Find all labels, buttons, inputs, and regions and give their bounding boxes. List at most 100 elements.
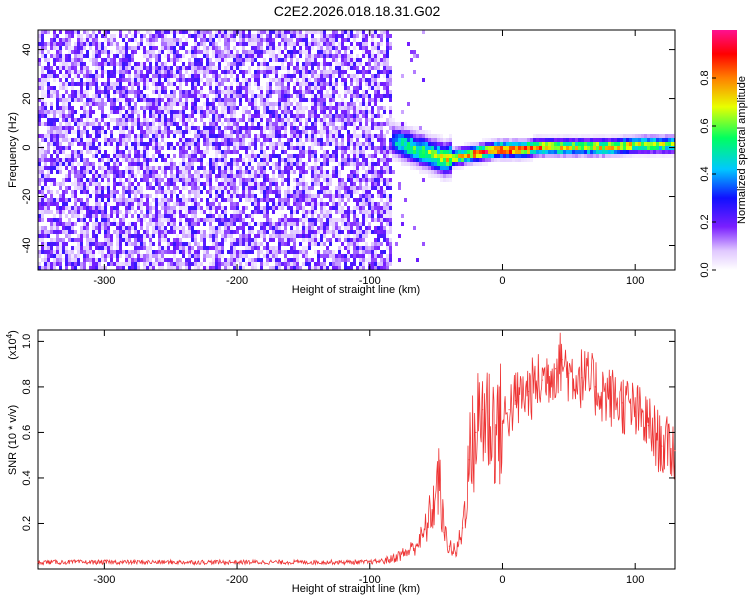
spectrogram-cell — [335, 90, 338, 94]
spectrogram-cell — [221, 246, 224, 250]
spectrogram-cell — [86, 246, 89, 250]
spectrogram-cell — [107, 158, 110, 162]
spectrogram-cell — [365, 230, 368, 234]
spectrogram-cell — [161, 98, 164, 102]
spectrogram-cell — [257, 166, 260, 170]
spectrogram-cell — [299, 198, 302, 202]
spectrogram-cell — [119, 30, 122, 34]
spectrogram-cell — [263, 98, 266, 102]
spectrogram-cell — [326, 250, 329, 254]
spectrogram-cell — [203, 154, 206, 158]
spectrogram-cell — [305, 186, 308, 190]
spectrogram-cell — [122, 154, 125, 158]
spectrogram-cell — [110, 130, 113, 134]
spectrogram-cell — [77, 46, 80, 50]
spectrogram-cell — [287, 162, 290, 166]
spectrogram-cell — [317, 254, 320, 258]
spectrogram-cell — [170, 142, 173, 146]
spectrogram-cell — [176, 226, 179, 230]
spectrogram-cell — [368, 210, 371, 214]
spectrogram-cell — [83, 126, 86, 130]
spectrogram-cell — [137, 114, 140, 118]
spectrogram-cell — [56, 222, 59, 226]
spectrogram-cell — [284, 262, 287, 266]
spectrogram-cell — [95, 130, 98, 134]
spectrogram-cell — [80, 186, 83, 190]
spectrogram-cell — [203, 242, 206, 246]
spectrogram-cell — [362, 38, 365, 42]
spectrogram-cell — [206, 202, 209, 206]
spectrogram-cell — [59, 258, 62, 262]
spectrogram-cell — [206, 58, 209, 62]
spectrogram-cell — [155, 198, 158, 202]
spectrogram-cell — [203, 42, 206, 46]
spectrogram-cell — [146, 182, 149, 186]
spectrogram-cell — [215, 226, 218, 230]
spectrogram-cell — [266, 222, 269, 226]
spectrogram-cell — [245, 82, 248, 86]
spectrogram-cell — [302, 74, 305, 78]
spectrogram-cell — [176, 70, 179, 74]
spectrogram-cell — [131, 106, 134, 110]
spectrogram-cell — [119, 226, 122, 230]
spectrogram-cell — [221, 250, 224, 254]
spectrogram-cell — [356, 218, 359, 222]
spectrogram-cell — [68, 82, 71, 86]
spectrogram-cell — [338, 210, 341, 214]
spectrogram-cell — [179, 54, 182, 58]
spectrogram-cell — [125, 50, 128, 54]
spectrogram-cell — [203, 210, 206, 214]
spectrogram-cell — [68, 234, 71, 238]
spectrogram-cell — [149, 142, 152, 146]
spectrogram-cell — [281, 146, 284, 150]
spectrogram-cell — [77, 254, 80, 258]
spectrogram-cell — [164, 118, 167, 122]
spectrogram-cell — [269, 30, 272, 34]
spectrogram-cell — [365, 110, 368, 114]
spectrogram-cell — [149, 206, 152, 210]
spectrogram-cell — [116, 190, 119, 194]
spectrogram-cell — [203, 222, 206, 226]
spectrogram-cell — [362, 262, 365, 266]
spectrogram-cell — [323, 262, 326, 266]
spectrogram-cell — [203, 46, 206, 50]
spectrogram-cell — [368, 178, 371, 182]
spectrogram-cell — [38, 266, 41, 270]
spectrogram-cell — [101, 34, 104, 38]
spectrogram-cell — [326, 214, 329, 218]
spectrogram-cell — [140, 126, 143, 130]
spectrogram-cell — [158, 174, 161, 178]
spectrogram-cell — [92, 262, 95, 266]
spectrogram-cell — [74, 230, 77, 234]
spectrogram-cell — [95, 198, 98, 202]
spectrogram-cell — [47, 50, 50, 54]
spectrogram-cell — [329, 38, 332, 42]
spectrogram-cell — [212, 110, 215, 114]
spectrogram-cell — [149, 258, 152, 262]
spectrogram-cell — [101, 66, 104, 70]
spectrogram-cell — [77, 174, 80, 178]
spectrogram-cell — [281, 214, 284, 218]
spectrogram-cell — [248, 130, 251, 134]
spectrogram-cell — [53, 126, 56, 130]
spectrogram-cell — [302, 182, 305, 186]
spectrogram-cell — [173, 214, 176, 218]
spectrogram-cell — [152, 254, 155, 258]
spectrogram-cell — [134, 174, 137, 178]
spectrogram-cell — [224, 34, 227, 38]
spectrogram-cell — [71, 170, 74, 174]
spectrogram-cell — [107, 78, 110, 82]
spectrogram-cell — [89, 146, 92, 150]
spectrogram-cell — [206, 266, 209, 270]
spectrogram-cell — [239, 130, 242, 134]
spectrogram-cell — [320, 266, 323, 270]
spectrogram-cell — [197, 206, 200, 210]
spectrogram-cell — [296, 262, 299, 266]
spectrogram-cell — [320, 94, 323, 98]
spectrogram-cell — [182, 162, 185, 166]
spectrogram-cell — [116, 142, 119, 146]
spectrogram-cell — [80, 78, 83, 82]
spectrogram-cell — [212, 78, 215, 82]
spectrogram-cell — [104, 174, 107, 178]
spectrogram-cell — [119, 106, 122, 110]
